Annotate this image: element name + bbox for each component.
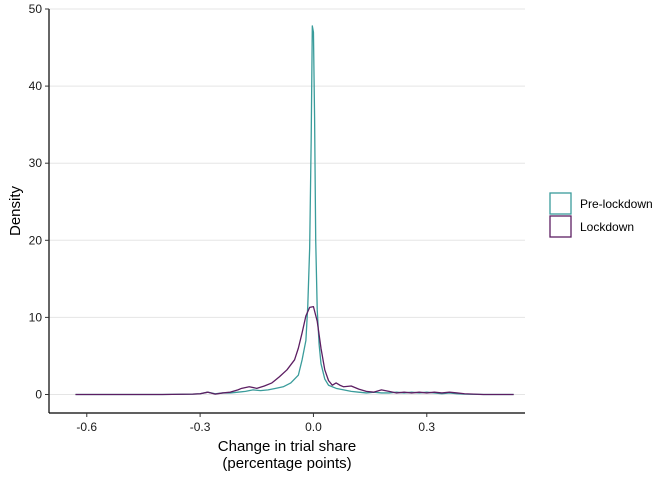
x-tick-label: 0.3	[418, 420, 435, 434]
series-layer	[75, 25, 514, 396]
y-tick-label: 0	[35, 387, 42, 401]
y-tick-label: 20	[29, 233, 43, 247]
y-tick-label: 10	[29, 310, 43, 324]
grid-lines	[49, 8, 525, 395]
x-ticks: -0.6 -0.3 0.0 0.3	[76, 413, 435, 434]
x-tick-label: -0.6	[76, 420, 97, 434]
y-tick-label: 30	[29, 156, 43, 170]
x-tick-label: -0.3	[190, 420, 211, 434]
series-line-lockdown	[75, 305, 514, 396]
y-axis-title: Density	[7, 185, 24, 236]
y-tick-label: 40	[29, 79, 43, 93]
legend-label: Pre-lockdown	[580, 197, 653, 211]
x-axis-title-line2: (percentage points)	[222, 455, 351, 472]
y-tick-label: 50	[29, 2, 43, 16]
legend-key	[549, 192, 572, 215]
x-tick-label: 0.0	[305, 420, 322, 434]
legend-label: Lockdown	[580, 220, 634, 234]
y-ticks: 0 10 20 30 40 50	[29, 2, 49, 401]
legend: Pre-lockdown Lockdown	[549, 192, 653, 238]
legend-key	[549, 215, 572, 238]
x-axis-title: Change in trial share	[218, 438, 356, 455]
series-line-pre-lockdown	[75, 25, 514, 396]
